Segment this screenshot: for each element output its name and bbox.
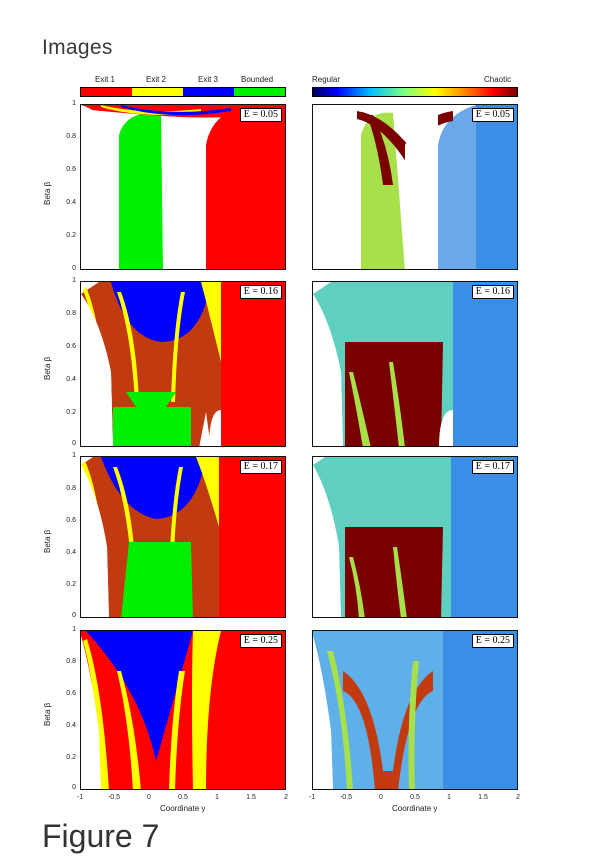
y-axis-label: Beta β bbox=[43, 356, 52, 380]
x-tick-label: 2 bbox=[284, 794, 288, 801]
y-tick-label: 0.6 bbox=[66, 517, 76, 524]
legend-label-exit2: Exit 2 bbox=[146, 75, 167, 84]
legend-swatch-exit3 bbox=[183, 88, 234, 96]
chaos-panel-3: E = 0.17 bbox=[312, 456, 518, 618]
legend-label-bounded: Bounded bbox=[241, 75, 274, 84]
y-axis-label: Beta β bbox=[43, 702, 52, 726]
x-tick-label: 1 bbox=[447, 794, 451, 801]
legend-label-regular: Regular bbox=[312, 75, 341, 84]
energy-label: E = 0.25 bbox=[471, 634, 514, 648]
y-tick-label: 0.2 bbox=[66, 232, 76, 239]
y-tick-label: 1 bbox=[72, 277, 76, 284]
x-axis-label: Coordinate y bbox=[392, 804, 438, 813]
y-tick-label: 0 bbox=[72, 265, 76, 272]
x-tick-label: 0 bbox=[379, 794, 383, 801]
x-tick-label: 2 bbox=[516, 794, 520, 801]
y-tick-label: 0 bbox=[72, 440, 76, 447]
legend-swatch-exit2 bbox=[132, 88, 183, 96]
legend-chaos-bar bbox=[312, 87, 518, 97]
chaos-panel-2: E = 0.16 bbox=[312, 281, 518, 447]
basin-panel-4: E = 0.25 bbox=[80, 630, 286, 790]
legend-swatch-exit1 bbox=[81, 88, 132, 96]
x-axis-label: Coordinate y bbox=[160, 804, 206, 813]
energy-label: E = 0.25 bbox=[239, 634, 282, 648]
y-tick-label: 0.2 bbox=[66, 581, 76, 588]
y-tick-label: 0.4 bbox=[66, 549, 76, 556]
x-tick-label: 0.5 bbox=[178, 794, 188, 801]
y-axis-label: Beta β bbox=[43, 529, 52, 553]
x-tick-label: -0.5 bbox=[107, 794, 121, 801]
chaos-panel-1: E = 0.05 bbox=[312, 104, 518, 270]
y-tick-label: 0.8 bbox=[66, 658, 76, 665]
y-tick-label: 0.4 bbox=[66, 376, 76, 383]
y-tick-label: 0.8 bbox=[66, 133, 76, 140]
legend-exit-bar bbox=[80, 87, 286, 97]
energy-label: E = 0.16 bbox=[471, 285, 514, 299]
chaos-panel-4: E = 0.25 bbox=[312, 630, 518, 790]
energy-label: E = 0.17 bbox=[471, 460, 514, 474]
section-heading: Images bbox=[42, 36, 113, 59]
y-tick-label: 1 bbox=[72, 100, 76, 107]
y-tick-label: 1 bbox=[72, 626, 76, 633]
energy-label: E = 0.05 bbox=[471, 108, 514, 122]
legend-swatch-bounded bbox=[234, 88, 285, 96]
legend-label-exit1: Exit 1 bbox=[95, 75, 116, 84]
y-tick-label: 1 bbox=[72, 452, 76, 459]
y-tick-label: 0 bbox=[72, 612, 76, 619]
y-tick-label: 0.6 bbox=[66, 343, 76, 350]
y-tick-label: 0.8 bbox=[66, 485, 76, 492]
legend-label-chaotic: Chaotic bbox=[484, 75, 512, 84]
energy-label: E = 0.17 bbox=[239, 460, 282, 474]
y-axis-label: Beta β bbox=[43, 181, 52, 205]
basin-panel-3: E = 0.17 bbox=[80, 456, 286, 618]
x-tick-label: -0.5 bbox=[339, 794, 353, 801]
basin-panel-2: E = 0.16 bbox=[80, 281, 286, 447]
y-tick-label: 0.4 bbox=[66, 199, 76, 206]
x-tick-label: 0.5 bbox=[410, 794, 420, 801]
x-tick-label: -1 bbox=[76, 794, 84, 801]
y-tick-label: 0.6 bbox=[66, 166, 76, 173]
basin-panel-1: E = 0.05 bbox=[80, 104, 286, 270]
y-tick-label: 0.2 bbox=[66, 754, 76, 761]
y-tick-label: 0.8 bbox=[66, 310, 76, 317]
y-tick-label: 0 bbox=[72, 784, 76, 791]
y-tick-label: 0.2 bbox=[66, 409, 76, 416]
x-tick-label: 1.5 bbox=[246, 794, 256, 801]
figure-label: Figure 7 bbox=[42, 818, 160, 854]
energy-label: E = 0.05 bbox=[239, 108, 282, 122]
x-tick-label: 0 bbox=[147, 794, 151, 801]
x-tick-label: 1.5 bbox=[478, 794, 488, 801]
y-tick-label: 0.6 bbox=[66, 690, 76, 697]
x-tick-label: -1 bbox=[308, 794, 316, 801]
energy-label: E = 0.16 bbox=[239, 285, 282, 299]
legend-label-exit3: Exit 3 bbox=[198, 75, 219, 84]
y-tick-label: 0.4 bbox=[66, 722, 76, 729]
x-tick-label: 1 bbox=[215, 794, 219, 801]
